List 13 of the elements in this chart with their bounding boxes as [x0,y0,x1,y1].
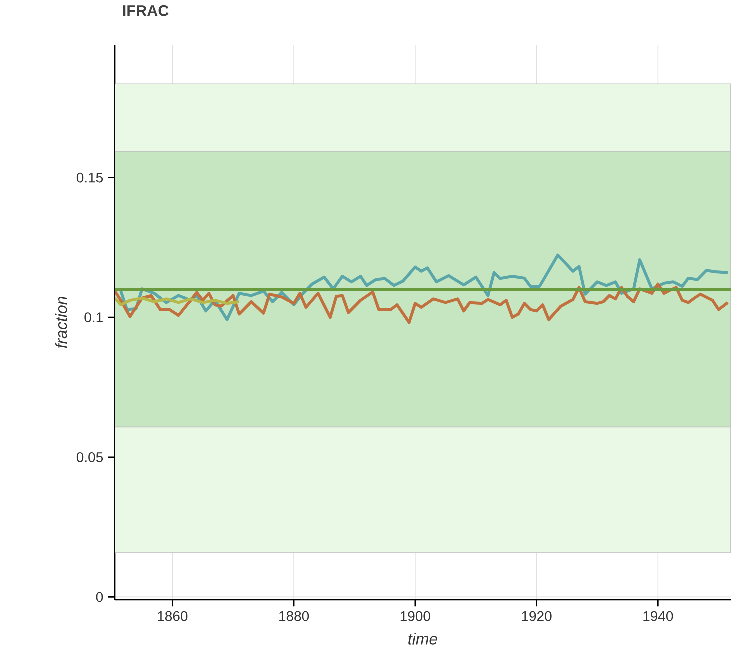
y-tick-label: 0.05 [76,452,104,462]
x-tick-label: 1920 [522,611,552,622]
y-tick-label: 0.1 [84,312,103,323]
x-tick-label: 1900 [400,611,430,622]
y-axis-title: fraction [55,296,68,348]
y-tick-label: 0.15 [76,172,104,183]
line-series [115,296,241,306]
x-tick-label: 1860 [158,611,188,622]
y-tick-label: 0 [96,592,104,602]
x-tick-label: 1940 [644,611,674,622]
chart-title: IFRAC [123,5,169,16]
x-tick-label: 1880 [280,611,310,622]
x-axis-title: time [408,633,438,645]
